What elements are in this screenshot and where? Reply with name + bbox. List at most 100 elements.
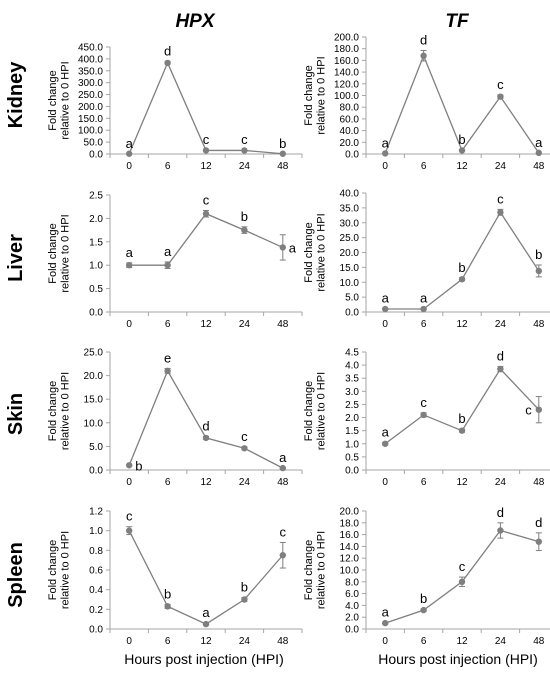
y-tick-label: 4.0 xyxy=(345,601,359,612)
y-tick-label: 0.5 xyxy=(89,284,103,295)
x-tick-label: 0 xyxy=(126,319,132,330)
data-point xyxy=(382,619,389,627)
y-tick-label: 60.0 xyxy=(340,114,360,125)
significance-letter: a xyxy=(202,605,210,620)
x-tick-label: 24 xyxy=(495,319,507,330)
data-point xyxy=(535,538,542,545)
data-point xyxy=(279,464,286,472)
data-point xyxy=(202,434,210,442)
significance-letter: b xyxy=(458,411,465,426)
significance-letter: b xyxy=(241,580,248,595)
y-tick-label: 15.0 xyxy=(84,395,104,406)
data-point xyxy=(497,209,504,216)
y-tick-label: 400.0 xyxy=(78,54,103,65)
x-tick-label: 0 xyxy=(382,636,388,647)
x-tick-label: 6 xyxy=(421,319,427,330)
y-tick-label: 1.2 xyxy=(89,507,103,518)
x-tick-label: 48 xyxy=(533,161,545,172)
x-axis-label-hpx: Hours post injection (HPI) xyxy=(124,651,284,667)
y-axis-label: Fold changerelative to 0 HPI xyxy=(47,531,72,609)
chart-panel-hpx-spleen: 0.0 0.2 0.4 0.6 0.8 1.0 1.2 0 6 12 24 48 Fold change… xyxy=(47,507,303,647)
y-tick-label: 150.0 xyxy=(78,114,103,125)
significance-letter: a xyxy=(126,136,134,151)
x-tick-label: 48 xyxy=(277,319,289,330)
y-tick-label: 0.0 xyxy=(345,466,359,477)
data-point xyxy=(126,262,133,269)
significance-letter: c xyxy=(203,132,210,147)
x-tick-label: 6 xyxy=(421,636,427,647)
y-tick-label: 5.0 xyxy=(89,442,103,453)
data-point xyxy=(279,244,286,251)
significance-letter: a xyxy=(382,291,390,306)
x-tick-label: 6 xyxy=(165,161,171,172)
chart-panel-hpx-skin: 0.0 5.0 10.0 15.0 20.0 25.0 0 6 12 24 48 Fold chang… xyxy=(47,348,303,488)
data-point xyxy=(458,276,466,283)
y-tick-label: 2.0 xyxy=(89,214,103,225)
x-tick-label: 12 xyxy=(200,161,212,172)
x-tick-label: 12 xyxy=(456,477,468,488)
significance-letter: c xyxy=(203,192,210,207)
significance-letter: a xyxy=(126,245,134,260)
y-tick-label: 6.0 xyxy=(345,589,359,600)
data-point xyxy=(164,262,171,269)
y-tick-label: 30.0 xyxy=(340,218,360,229)
y-tick-label: 450.0 xyxy=(78,43,103,54)
chart-panel-tf-spleen: 0.02.04.06.08.010.012.014.016.018.020.0 0… xyxy=(303,505,550,647)
data-point xyxy=(202,147,210,154)
y-tick-label: 100.0 xyxy=(334,91,359,102)
data-point xyxy=(535,406,542,413)
y-tick-label: 0.0 xyxy=(345,150,359,161)
series-line xyxy=(129,212,284,266)
y-tick-label: 0.0 xyxy=(89,466,103,477)
significance-letter: e xyxy=(164,351,171,366)
row-label-skin: Skin xyxy=(5,393,27,435)
y-tick-label: 2.0 xyxy=(345,413,359,424)
data-point xyxy=(279,150,286,157)
y-tick-label: 1.5 xyxy=(89,237,103,248)
significance-letter: d xyxy=(497,505,504,520)
data-point xyxy=(202,620,210,628)
x-tick-label: 0 xyxy=(126,636,132,647)
chart-panel-hpx-kidney: 0.050.0100.0150.0200.0250.0300.0350.0400… xyxy=(47,43,303,172)
y-tick-label: 20.0 xyxy=(340,138,360,149)
y-tick-label: 80.0 xyxy=(340,103,360,114)
row-label-spleen: Spleen xyxy=(5,542,27,608)
data-point xyxy=(241,226,248,234)
significance-letter: a xyxy=(382,135,390,150)
x-tick-label: 24 xyxy=(239,477,251,488)
x-tick-label: 24 xyxy=(239,161,251,172)
y-tick-label: 0.0 xyxy=(89,625,103,636)
y-tick-label: 0.0 xyxy=(89,308,103,319)
data-point xyxy=(458,147,466,154)
y-tick-label: 12.0 xyxy=(340,554,360,565)
y-tick-label: 250.0 xyxy=(78,90,103,101)
data-point xyxy=(279,552,286,559)
significance-letter: b xyxy=(135,458,142,473)
y-axis-label: Fold changerelative to 0 HPI xyxy=(303,213,328,291)
significance-letter: c xyxy=(420,395,427,410)
x-tick-label: 12 xyxy=(456,319,468,330)
data-point xyxy=(497,365,504,373)
x-tick-label: 6 xyxy=(421,161,427,172)
y-tick-label: 20.0 xyxy=(340,248,360,259)
y-tick-label: 350.0 xyxy=(78,66,103,77)
data-point xyxy=(382,150,389,157)
y-tick-label: 1.0 xyxy=(89,526,103,537)
y-tick-label: 15.0 xyxy=(340,263,360,274)
data-point xyxy=(535,267,542,275)
column-header-hpx: HPX xyxy=(175,11,215,32)
y-tick-label: 10.0 xyxy=(340,278,360,289)
x-tick-label: 0 xyxy=(382,161,388,172)
significance-letter: d xyxy=(164,44,171,59)
x-tick-label: 12 xyxy=(456,161,468,172)
data-point xyxy=(497,527,504,534)
x-tick-label: 48 xyxy=(533,319,545,330)
row-label-kidney: Kidney xyxy=(5,61,27,129)
data-point xyxy=(458,427,466,434)
significance-letter: c xyxy=(241,132,248,147)
data-point xyxy=(126,150,133,157)
data-point xyxy=(126,527,133,534)
y-tick-label: 20.0 xyxy=(340,507,360,518)
y-tick-label: 8.0 xyxy=(345,577,359,588)
y-tick-label: 200.0 xyxy=(78,102,103,113)
